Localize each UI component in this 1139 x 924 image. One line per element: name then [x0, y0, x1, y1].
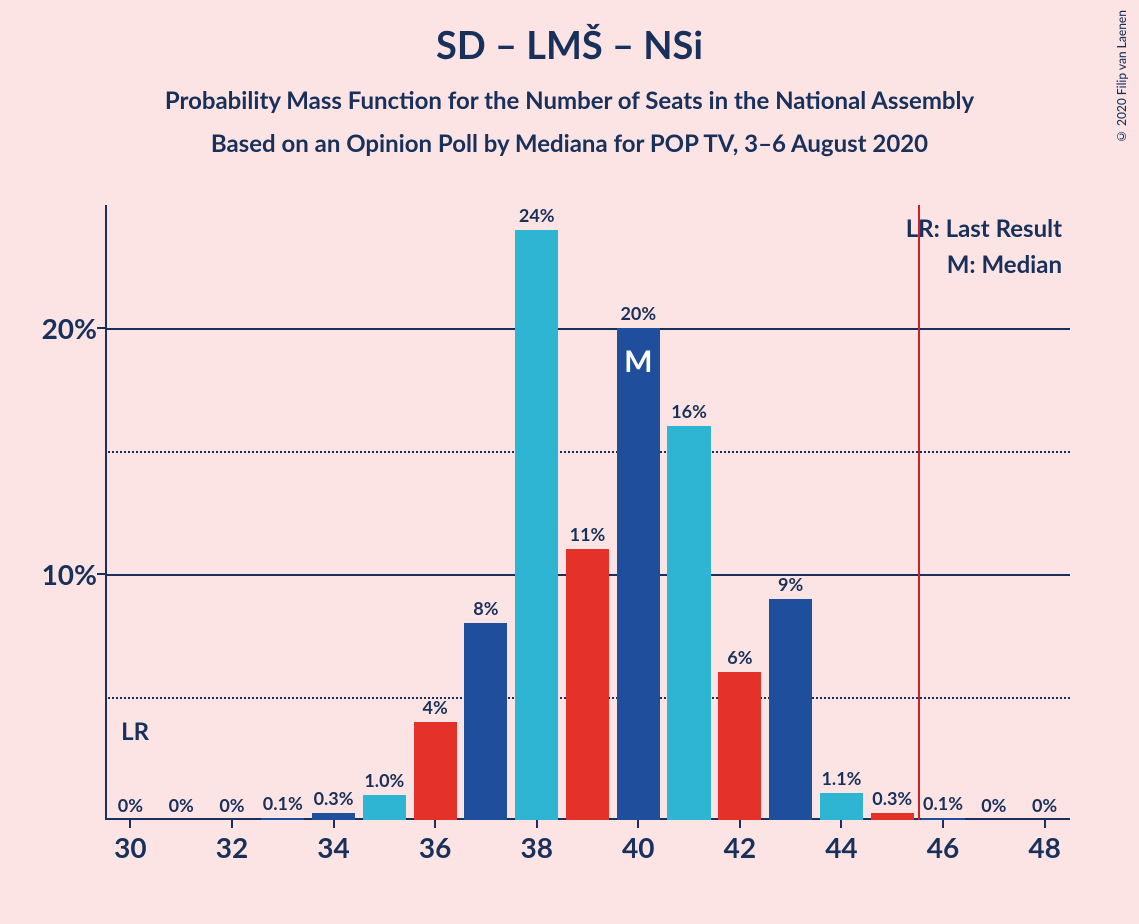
- bar-value-label: 0.3%: [872, 787, 912, 809]
- x-axis-label: 48: [1028, 830, 1060, 864]
- gridline: [105, 328, 1070, 330]
- bar-value-label: 0.1%: [923, 792, 963, 814]
- x-axis-label: 46: [927, 830, 959, 864]
- x-axis-tick: [129, 820, 131, 828]
- last-result-line: [918, 205, 920, 820]
- chart-bar: 16%: [667, 426, 710, 820]
- chart-bar: 9%: [769, 599, 812, 820]
- chart-subtitle-1: Probability Mass Function for the Number…: [0, 86, 1139, 115]
- gridline: [105, 451, 1070, 453]
- x-axis-tick: [434, 820, 436, 828]
- bar-value-label: 16%: [671, 400, 707, 422]
- x-axis-tick: [536, 820, 538, 828]
- chart-bar: 0.1%: [921, 818, 964, 820]
- y-axis-label: 20%: [42, 311, 97, 345]
- chart-bar: 1.0%: [363, 795, 406, 820]
- x-axis-tick: [739, 820, 741, 828]
- chart-bar: 1.1%: [820, 793, 863, 820]
- last-result-marker: LR: [121, 717, 149, 746]
- y-axis-line: [105, 205, 107, 820]
- y-axis-tick: [97, 573, 105, 575]
- x-axis-tick: [1044, 820, 1046, 828]
- bar-value-label: 11%: [570, 523, 606, 545]
- chart-plot-area: LR: Last Result M: Median 10%20%30323436…: [105, 205, 1070, 820]
- x-axis-label: 32: [216, 830, 248, 864]
- chart-legend: LR: Last Result M: Median: [906, 211, 1062, 283]
- x-axis-tick: [637, 820, 639, 828]
- x-axis-label: 38: [520, 830, 552, 864]
- legend-lr: LR: Last Result: [906, 211, 1062, 247]
- chart-bar: 24%: [515, 230, 558, 820]
- chart-subtitle-2: Based on an Opinion Poll by Mediana for …: [0, 129, 1139, 158]
- y-axis-label: 10%: [42, 557, 97, 591]
- chart-title: SD – LMŠ – NSi: [0, 0, 1139, 68]
- bar-value-label: 0%: [219, 794, 244, 816]
- chart-bar: 20%M: [617, 328, 660, 820]
- bar-value-label: 0%: [981, 794, 1006, 816]
- bar-value-label: 0%: [1032, 794, 1057, 816]
- bar-value-label: 6%: [727, 646, 752, 668]
- bar-value-label: 1.1%: [821, 767, 861, 789]
- bar-value-label: 9%: [778, 573, 803, 595]
- bar-value-label: 1.0%: [364, 769, 404, 791]
- chart-bar: 11%: [566, 549, 609, 820]
- x-axis-tick: [942, 820, 944, 828]
- bar-value-label: 0%: [118, 794, 143, 816]
- chart-bar: 4%: [414, 722, 457, 820]
- bar-value-label: 0%: [169, 794, 194, 816]
- legend-m: M: Median: [906, 247, 1062, 283]
- x-axis-tick: [333, 820, 335, 828]
- bar-value-label: 20%: [620, 302, 656, 324]
- x-axis-label: 36: [419, 830, 451, 864]
- bar-value-label: 0.3%: [314, 787, 354, 809]
- x-axis-label: 34: [317, 830, 349, 864]
- bar-value-label: 24%: [519, 204, 555, 226]
- median-marker: M: [624, 343, 652, 379]
- chart-bar: 0.1%: [261, 818, 304, 820]
- bar-value-label: 4%: [423, 696, 448, 718]
- chart-bar: 6%: [718, 672, 761, 820]
- y-axis-tick: [97, 327, 105, 329]
- bar-value-label: 8%: [473, 597, 498, 619]
- chart-bar: 8%: [464, 623, 507, 820]
- copyright-text: © 2020 Filip van Laenen: [1114, 10, 1129, 144]
- x-axis-label: 30: [114, 830, 146, 864]
- x-axis-label: 44: [825, 830, 857, 864]
- x-axis-label: 42: [724, 830, 756, 864]
- x-axis-tick: [840, 820, 842, 828]
- x-axis-label: 40: [622, 830, 654, 864]
- x-axis-tick: [231, 820, 233, 828]
- bar-value-label: 0.1%: [263, 792, 303, 814]
- chart-bar: 0.3%: [871, 813, 914, 820]
- chart-bar: 0.3%: [312, 813, 355, 820]
